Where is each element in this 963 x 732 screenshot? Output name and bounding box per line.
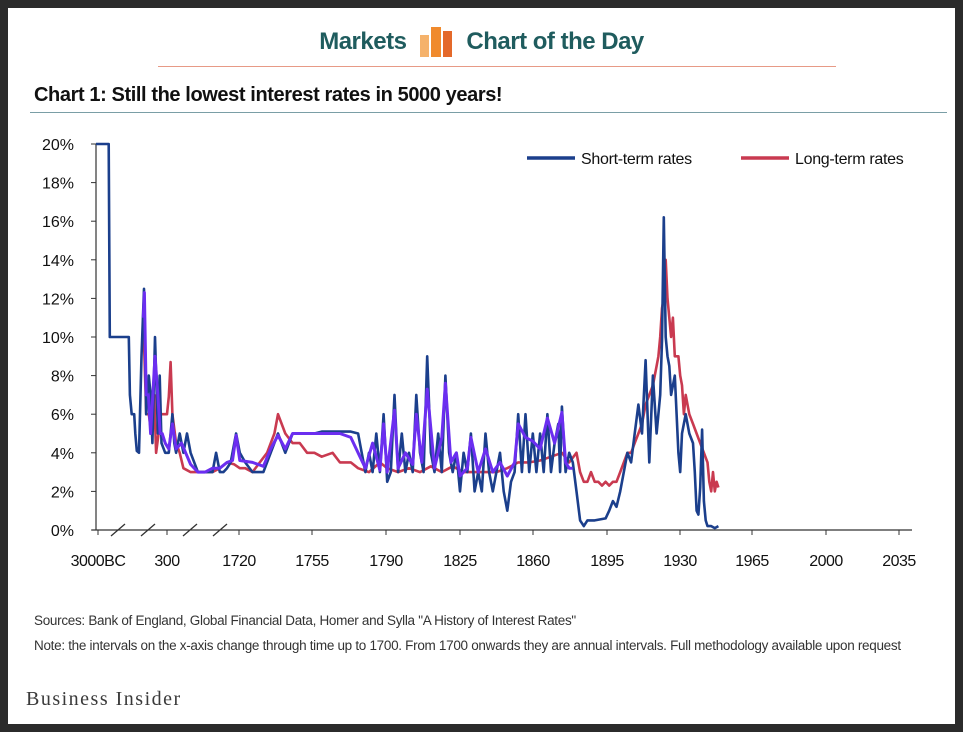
business-insider-logo: Business Insider: [26, 688, 182, 710]
x-tick-label: 1720: [222, 553, 256, 570]
x-tick-label: 1930: [663, 553, 697, 570]
x-tick-label: 300: [154, 553, 180, 570]
y-tick-label: 20%: [42, 137, 74, 154]
chart-of-the-day-label: Chart of the Day: [466, 28, 644, 55]
x-tick-label: 2000: [809, 553, 843, 570]
note-text: Note: the intervals on the x-axis change…: [34, 638, 901, 653]
x-tick-label: 3000BC: [71, 553, 126, 570]
chart-title: Chart 1: Still the lowest interest rates…: [34, 84, 503, 106]
legend-label: Short-term rates: [581, 151, 692, 168]
title-divider: [30, 112, 947, 113]
chart-of-the-day-header: Markets Chart of the Day: [8, 22, 955, 62]
y-tick-label: 0%: [51, 523, 74, 540]
axis-break-mark: [140, 523, 156, 537]
y-tick-label: 4%: [51, 446, 74, 463]
axis-break-mark: [182, 523, 198, 537]
legend-label: Long-term rates: [795, 151, 904, 168]
y-tick-label: 12%: [42, 291, 74, 308]
x-tick-label: 1790: [369, 553, 403, 570]
x-tick-label: 1825: [443, 553, 477, 570]
markets-label: Markets: [319, 28, 407, 55]
y-tick-label: 16%: [42, 214, 74, 231]
chart-card: Markets Chart of the Day Chart 1: Still …: [8, 8, 955, 724]
x-tick-label: 2035: [882, 553, 916, 570]
y-tick-label: 18%: [42, 176, 74, 193]
x-tick-label: 1860: [516, 553, 550, 570]
axis-break-mark: [212, 523, 228, 537]
y-tick-label: 14%: [42, 253, 74, 270]
axis-break-mark: [110, 523, 126, 537]
y-tick-label: 2%: [51, 484, 74, 501]
sources-text: Sources: Bank of England, Global Financi…: [34, 613, 576, 628]
y-tick-label: 10%: [42, 330, 74, 347]
header-divider: [158, 66, 836, 67]
bar-chart-icon: [420, 27, 453, 57]
x-tick-label: 1965: [735, 553, 769, 570]
series-line-overlay: [141, 291, 573, 478]
y-tick-label: 6%: [51, 407, 74, 424]
x-tick-label: 1755: [295, 553, 329, 570]
y-tick-label: 8%: [51, 369, 74, 386]
x-tick-label: 1895: [590, 553, 624, 570]
